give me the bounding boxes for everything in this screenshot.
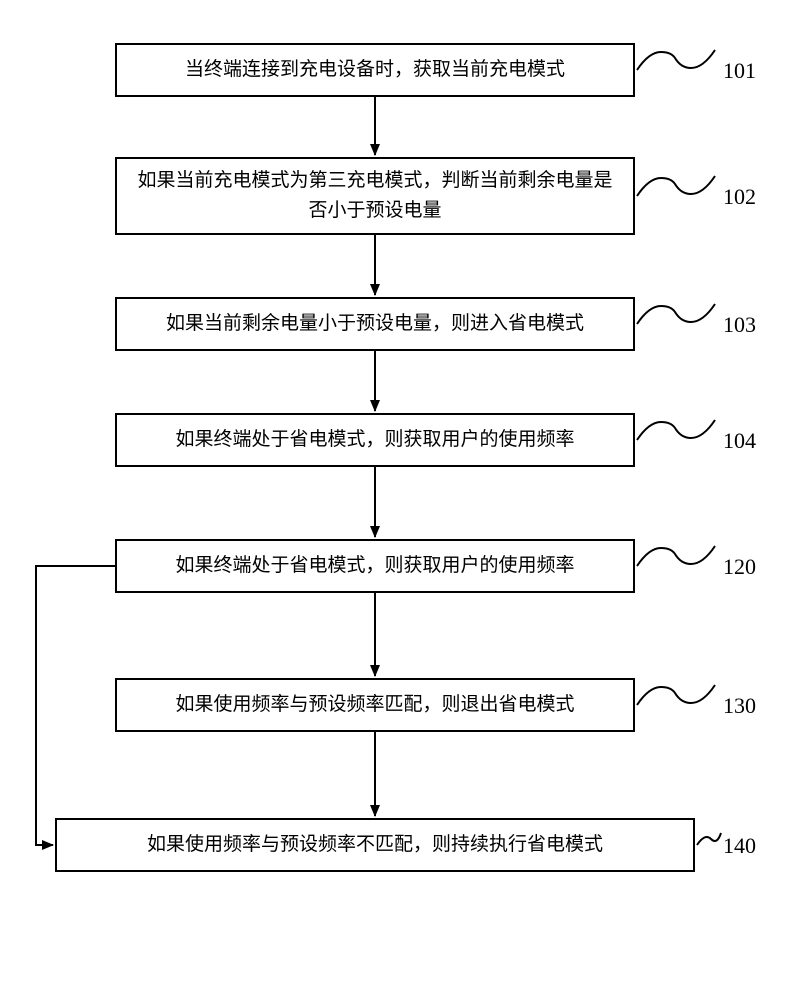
step-label-102: 102 — [723, 184, 756, 210]
branch-connector — [36, 566, 115, 845]
step-label-103: 103 — [723, 312, 756, 338]
step-label-text: 104 — [723, 428, 756, 453]
brace-connector-7 — [697, 833, 721, 845]
flow-node-1: 当终端连接到充电设备时，获取当前充电模式 — [115, 43, 635, 97]
flow-node-text: 当终端连接到充电设备时，获取当前充电模式 — [185, 55, 565, 85]
flow-node-text: 如果使用频率与预设频率匹配，则退出省电模式 — [175, 690, 574, 720]
flow-node-2: 如果当前充电模式为第三充电模式，判断当前剩余电量是否小于预设电量 — [115, 157, 635, 235]
step-label-101: 101 — [723, 58, 756, 84]
step-label-120: 120 — [723, 554, 756, 580]
step-label-text: 103 — [723, 312, 756, 337]
brace-connector-2 — [637, 176, 715, 196]
step-label-text: 140 — [723, 833, 756, 858]
brace-connector-1 — [637, 50, 715, 70]
flow-node-text: 如果使用频率与预设频率不匹配，则持续执行省电模式 — [147, 830, 603, 860]
flow-node-3: 如果当前剩余电量小于预设电量，则进入省电模式 — [115, 297, 635, 351]
step-label-130: 130 — [723, 693, 756, 719]
flow-node-text: 如果终端处于省电模式，则获取用户的使用频率 — [175, 425, 574, 455]
brace-connector-5 — [637, 546, 715, 566]
step-label-text: 120 — [723, 554, 756, 579]
brace-connector-6 — [637, 685, 715, 705]
flow-node-7: 如果使用频率与预设频率不匹配，则持续执行省电模式 — [55, 818, 695, 872]
step-label-text: 101 — [723, 58, 756, 83]
flowchart-canvas: 当终端连接到充电设备时，获取当前充电模式 如果当前充电模式为第三充电模式，判断当… — [0, 0, 797, 1000]
brace-connector-4 — [637, 420, 715, 440]
step-label-140: 140 — [723, 833, 756, 859]
step-label-104: 104 — [723, 428, 756, 454]
step-label-text: 130 — [723, 693, 756, 718]
flow-node-text: 如果终端处于省电模式，则获取用户的使用频率 — [175, 551, 574, 581]
flow-node-6: 如果使用频率与预设频率匹配，则退出省电模式 — [115, 678, 635, 732]
flow-node-4: 如果终端处于省电模式，则获取用户的使用频率 — [115, 413, 635, 467]
brace-connector-3 — [637, 304, 715, 324]
flow-node-5: 如果终端处于省电模式，则获取用户的使用频率 — [115, 539, 635, 593]
flow-node-text: 如果当前剩余电量小于预设电量，则进入省电模式 — [166, 309, 584, 339]
flow-node-text: 如果当前充电模式为第三充电模式，判断当前剩余电量是否小于预设电量 — [129, 166, 621, 227]
step-label-text: 102 — [723, 184, 756, 209]
